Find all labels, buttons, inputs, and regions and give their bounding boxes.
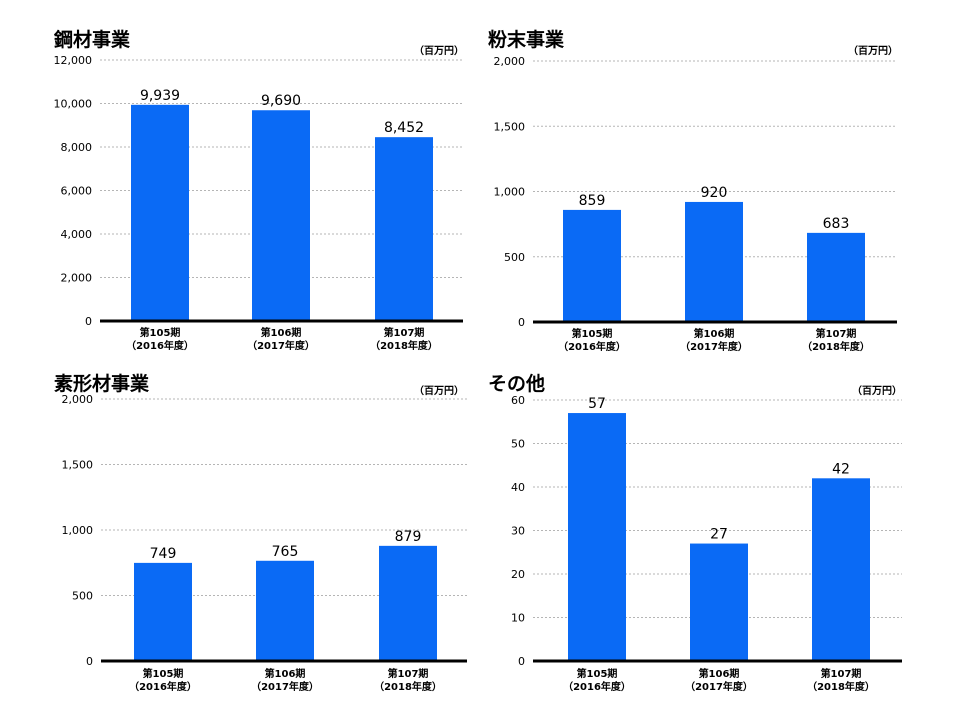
- y-tick-label: 1,000: [62, 524, 94, 537]
- panel-title: 素形材事業: [54, 373, 150, 395]
- y-tick-label: 0: [518, 655, 525, 668]
- x-tick-label: 第106期: [699, 667, 740, 680]
- y-tick-label: 500: [72, 590, 93, 603]
- x-tick-label: 第107期: [821, 667, 862, 680]
- y-tick-label: 2,000: [62, 393, 94, 406]
- x-tick-label: 第105期: [143, 667, 184, 680]
- y-tick-label: 50: [511, 438, 525, 451]
- x-tick-sublabel: （2017年度）: [247, 339, 315, 352]
- bar: [131, 104, 189, 321]
- x-tick-sublabel: （2016年度）: [563, 680, 631, 693]
- data-label: 27: [710, 527, 728, 543]
- x-tick-label: 第106期: [694, 327, 735, 340]
- bar: [375, 137, 433, 321]
- y-tick-label: 6,000: [61, 185, 93, 198]
- bar: [379, 545, 437, 661]
- y-tick-label: 10,000: [54, 98, 93, 111]
- bar: [685, 201, 743, 322]
- x-tick-label: 第107期: [816, 327, 857, 340]
- x-tick-sublabel: （2017年度）: [251, 680, 319, 693]
- data-label: 879: [395, 529, 422, 545]
- y-tick-label: 4,000: [61, 228, 93, 241]
- data-label: 42: [832, 461, 850, 477]
- y-tick-label: 2,000: [61, 272, 93, 285]
- data-label: 8,452: [384, 120, 424, 136]
- y-tick-label: 0: [518, 316, 525, 329]
- data-label: 920: [701, 185, 728, 201]
- bar: [812, 478, 870, 661]
- data-label: 859: [579, 193, 606, 209]
- x-tick-sublabel: （2017年度）: [680, 340, 748, 353]
- x-tick-sublabel: （2016年度）: [129, 680, 197, 693]
- y-tick-label: 1,000: [494, 186, 526, 199]
- y-tick-label: 60: [511, 394, 525, 407]
- x-tick-sublabel: （2018年度）: [802, 340, 870, 353]
- data-label: 683: [823, 216, 850, 232]
- bar: [568, 413, 626, 661]
- y-tick-label: 30: [511, 525, 525, 538]
- y-tick-label: 1,500: [62, 459, 94, 472]
- data-label: 57: [588, 396, 606, 412]
- y-tick-label: 0: [85, 315, 92, 328]
- x-tick-label: 第105期: [577, 667, 618, 680]
- bar: [134, 562, 192, 661]
- x-tick-label: 第106期: [265, 667, 306, 680]
- panel-title: 鋼材事業: [54, 29, 131, 51]
- x-tick-sublabel: （2018年度）: [374, 680, 442, 693]
- y-tick-label: 20: [511, 568, 525, 581]
- y-tick-label: 40: [511, 481, 525, 494]
- data-label: 9,690: [261, 93, 301, 109]
- y-tick-label: 10: [511, 612, 525, 625]
- x-tick-sublabel: （2016年度）: [558, 340, 626, 353]
- x-tick-label: 第107期: [384, 326, 425, 339]
- data-label: 765: [272, 544, 299, 560]
- panel-title: 粉末事業: [488, 29, 565, 51]
- y-tick-label: 500: [504, 251, 525, 264]
- x-tick-label: 第107期: [388, 667, 429, 680]
- y-tick-label: 1,500: [494, 120, 526, 133]
- bar: [807, 232, 865, 322]
- unit-label: （百万円）: [852, 386, 902, 397]
- x-tick-sublabel: （2017年度）: [685, 680, 753, 693]
- x-tick-sublabel: （2016年度）: [126, 339, 194, 352]
- x-tick-sublabel: （2018年度）: [807, 680, 875, 693]
- x-tick-label: 第106期: [261, 326, 302, 339]
- y-tick-label: 8,000: [61, 141, 93, 154]
- unit-label: （百万円）: [414, 386, 464, 397]
- y-tick-label: 0: [86, 655, 93, 668]
- data-label: 749: [150, 546, 177, 562]
- y-tick-label: 12,000: [54, 54, 93, 67]
- unit-label: （百万円）: [848, 46, 898, 57]
- bar: [563, 209, 621, 322]
- data-label: 9,939: [140, 88, 180, 104]
- x-tick-label: 第105期: [140, 326, 181, 339]
- bar: [256, 560, 314, 661]
- x-tick-label: 第105期: [572, 327, 613, 340]
- x-tick-sublabel: （2018年度）: [370, 339, 438, 352]
- bar: [252, 110, 310, 322]
- bar: [690, 543, 748, 661]
- unit-label: （百万円）: [414, 46, 464, 57]
- y-tick-label: 2,000: [494, 55, 526, 68]
- panel-title: その他: [488, 373, 546, 395]
